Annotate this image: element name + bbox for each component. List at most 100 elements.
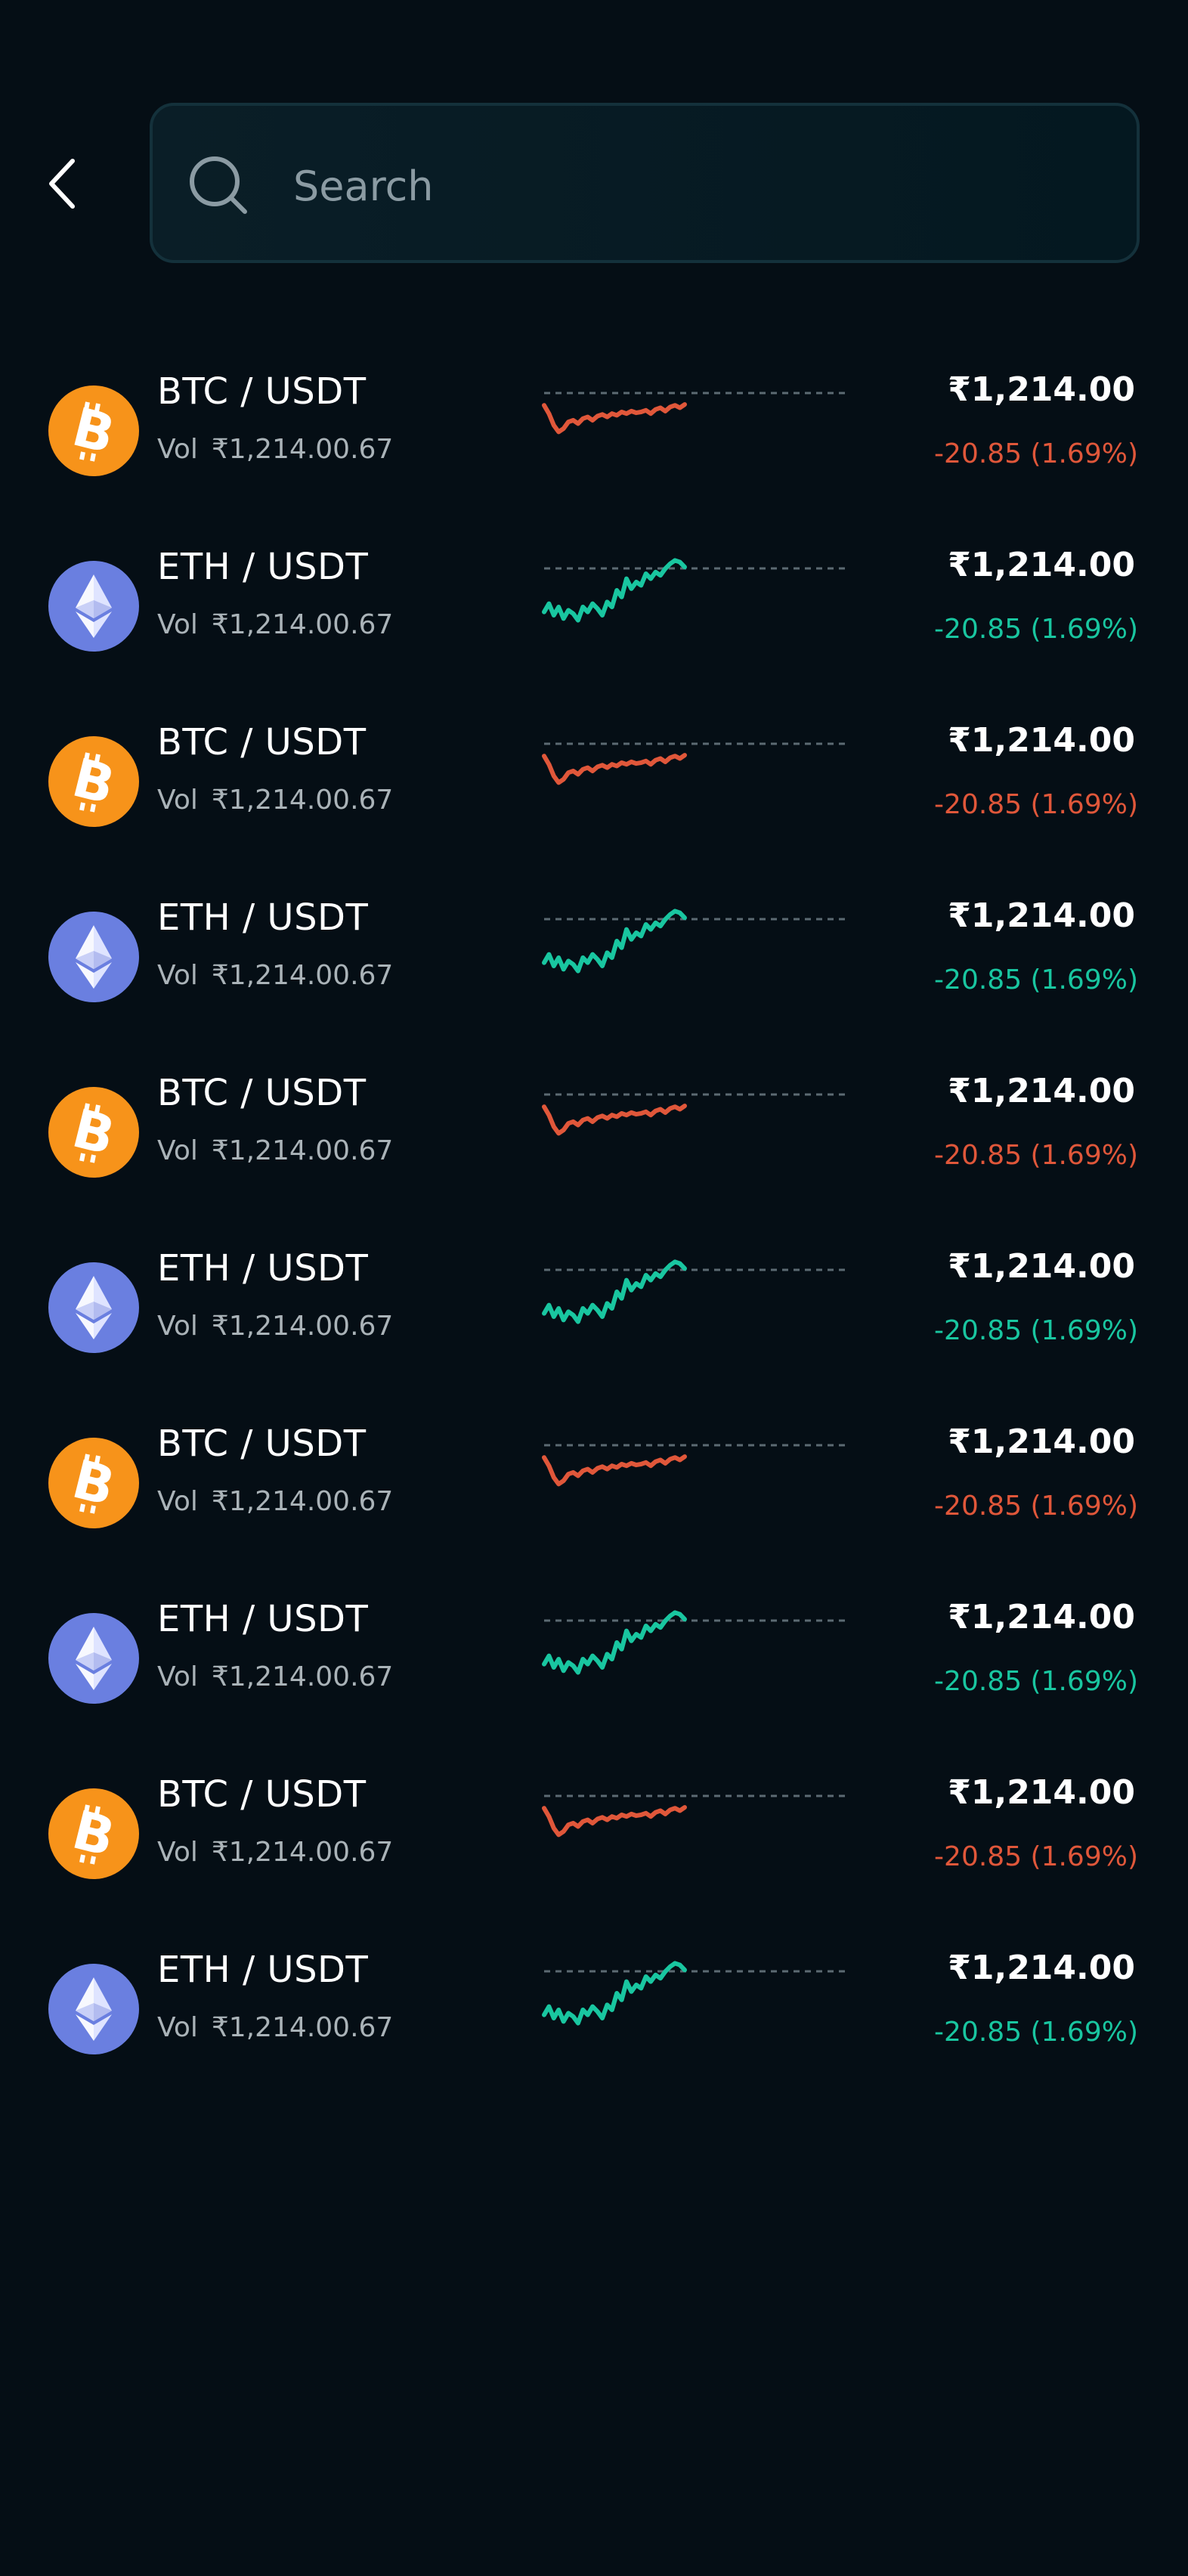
volume-label: Vol xyxy=(157,434,198,465)
market-row-3[interactable]: B BTC / USDT Vol ₹1,214.00.67 ₹1,214.00 -… xyxy=(0,698,1188,874)
coin-logo: B xyxy=(48,1788,139,1879)
volume-value: ₹1,214.00.67 xyxy=(211,1135,394,1166)
sparkline-line xyxy=(542,1610,687,1675)
sparkline-line xyxy=(542,1104,687,1136)
coin-logo xyxy=(48,1262,139,1353)
volume-value: ₹1,214.00.67 xyxy=(211,609,394,640)
sparkline-chart xyxy=(542,558,846,623)
price: ₹1,214.00 xyxy=(948,1949,1135,1987)
coin-logo xyxy=(48,1964,139,2054)
volume: Vol ₹1,214.00.67 xyxy=(157,609,393,640)
coin-logo xyxy=(48,1613,139,1704)
ethereum-icon xyxy=(48,561,139,652)
sparkline-line xyxy=(542,1961,687,2026)
market-row-10[interactable]: ETH / USDT Vol ₹1,214.00.67 ₹1,214.00 -20… xyxy=(0,1926,1188,2101)
price-change: -20.85 (1.69%) xyxy=(934,1666,1138,1697)
sparkline-line xyxy=(542,1454,687,1487)
volume-value: ₹1,214.00.67 xyxy=(211,960,394,991)
sparkline-line xyxy=(542,1259,687,1324)
price-change: -20.85 (1.69%) xyxy=(934,438,1138,469)
volume: Vol ₹1,214.00.67 xyxy=(157,2012,393,2043)
price: ₹1,214.00 xyxy=(948,896,1135,935)
search-input[interactable] xyxy=(289,144,1114,228)
volume-label: Vol xyxy=(157,1311,198,1342)
price-change: -20.85 (1.69%) xyxy=(934,1491,1138,1522)
price: ₹1,214.00 xyxy=(948,1773,1135,1812)
sparkline-chart xyxy=(542,1444,846,1487)
back-button[interactable] xyxy=(30,135,94,233)
price-change: -20.85 (1.69%) xyxy=(934,614,1138,645)
volume-label: Vol xyxy=(157,785,198,816)
volume: Vol ₹1,214.00.67 xyxy=(157,1837,393,1868)
coin-logo: B xyxy=(48,736,139,827)
volume: Vol ₹1,214.00.67 xyxy=(157,1661,393,1692)
volume-label: Vol xyxy=(157,609,198,640)
pair-name: BTC / USDT xyxy=(157,721,367,763)
search-icon xyxy=(190,156,247,214)
sparkline-chart xyxy=(542,1794,846,1838)
sparkline-chart xyxy=(542,1961,846,2026)
price-change: -20.85 (1.69%) xyxy=(934,1841,1138,1872)
price: ₹1,214.00 xyxy=(948,370,1135,409)
volume: Vol ₹1,214.00.67 xyxy=(157,785,393,816)
sparkline-line xyxy=(542,1805,687,1838)
volume-value: ₹1,214.00.67 xyxy=(211,1486,394,1517)
pair-name: ETH / USDT xyxy=(157,546,369,588)
price-change: -20.85 (1.69%) xyxy=(934,964,1138,995)
price: ₹1,214.00 xyxy=(948,1598,1135,1636)
ethereum-icon xyxy=(48,1613,139,1704)
market-row-2[interactable]: ETH / USDT Vol ₹1,214.00.67 ₹1,214.00 -20… xyxy=(0,523,1188,698)
sparkline-line xyxy=(542,909,687,974)
pair-name: BTC / USDT xyxy=(157,370,367,413)
price-change: -20.85 (1.69%) xyxy=(934,1315,1138,1346)
coin-logo: B xyxy=(48,385,139,476)
market-list: B BTC / USDT Vol ₹1,214.00.67 ₹1,214.00 -… xyxy=(0,348,1188,2101)
sparkline-chart xyxy=(542,742,846,785)
price-change: -20.85 (1.69%) xyxy=(934,789,1138,820)
market-row-9[interactable]: B BTC / USDT Vol ₹1,214.00.67 ₹1,214.00 -… xyxy=(0,1751,1188,1926)
sparkline-line xyxy=(542,558,687,623)
bitcoin-icon: B xyxy=(48,736,139,827)
volume-value: ₹1,214.00.67 xyxy=(211,785,394,816)
volume: Vol ₹1,214.00.67 xyxy=(157,1135,393,1166)
price: ₹1,214.00 xyxy=(948,1072,1135,1110)
sparkline-chart xyxy=(542,392,846,435)
volume-label: Vol xyxy=(157,1661,198,1692)
volume-value: ₹1,214.00.67 xyxy=(211,434,394,465)
market-row-5[interactable]: B BTC / USDT Vol ₹1,214.00.67 ₹1,214.00 -… xyxy=(0,1049,1188,1225)
bitcoin-icon: B xyxy=(48,1438,139,1528)
volume-label: Vol xyxy=(157,1837,198,1868)
market-row-4[interactable]: ETH / USDT Vol ₹1,214.00.67 ₹1,214.00 -20… xyxy=(0,874,1188,1049)
price-change: -20.85 (1.69%) xyxy=(934,1140,1138,1171)
pair-name: ETH / USDT xyxy=(157,896,369,939)
price: ₹1,214.00 xyxy=(948,1247,1135,1286)
volume: Vol ₹1,214.00.67 xyxy=(157,1486,393,1517)
pair-name: BTC / USDT xyxy=(157,1423,367,1465)
volume-label: Vol xyxy=(157,1486,198,1517)
search-bar[interactable] xyxy=(150,103,1140,263)
market-row-6[interactable]: ETH / USDT Vol ₹1,214.00.67 ₹1,214.00 -20… xyxy=(0,1225,1188,1400)
volume-value: ₹1,214.00.67 xyxy=(211,2012,394,2043)
price: ₹1,214.00 xyxy=(948,721,1135,760)
coin-logo xyxy=(48,561,139,652)
chevron-left-icon xyxy=(49,159,75,209)
volume: Vol ₹1,214.00.67 xyxy=(157,960,393,991)
bitcoin-icon: B xyxy=(48,385,139,476)
price: ₹1,214.00 xyxy=(948,546,1135,584)
market-row-8[interactable]: ETH / USDT Vol ₹1,214.00.67 ₹1,214.00 -20… xyxy=(0,1575,1188,1751)
sparkline-line xyxy=(542,402,687,435)
market-row-7[interactable]: B BTC / USDT Vol ₹1,214.00.67 ₹1,214.00 -… xyxy=(0,1400,1188,1575)
market-row-1[interactable]: B BTC / USDT Vol ₹1,214.00.67 ₹1,214.00 -… xyxy=(0,348,1188,523)
price: ₹1,214.00 xyxy=(948,1423,1135,1461)
coin-logo: B xyxy=(48,1438,139,1528)
volume-value: ₹1,214.00.67 xyxy=(211,1661,394,1692)
bitcoin-icon: B xyxy=(48,1788,139,1879)
sparkline-chart xyxy=(542,1093,846,1136)
sparkline-line xyxy=(542,753,687,785)
volume: Vol ₹1,214.00.67 xyxy=(157,434,393,465)
volume-value: ₹1,214.00.67 xyxy=(211,1837,394,1868)
sparkline-chart xyxy=(542,1610,846,1675)
price-change: -20.85 (1.69%) xyxy=(934,2017,1138,2048)
volume-label: Vol xyxy=(157,960,198,991)
volume-label: Vol xyxy=(157,2012,198,2043)
